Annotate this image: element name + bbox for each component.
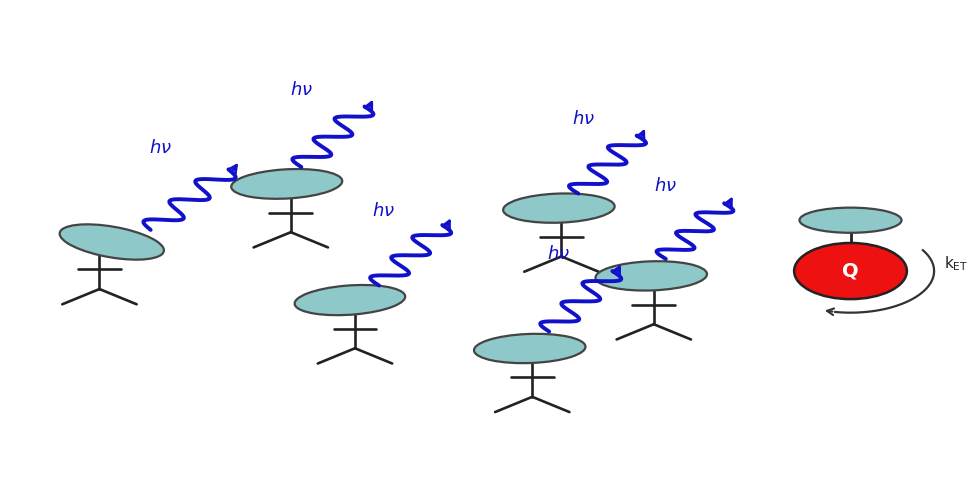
Ellipse shape (503, 194, 614, 223)
Ellipse shape (295, 285, 405, 315)
Text: $h\nu$: $h\nu$ (547, 245, 571, 263)
Ellipse shape (59, 225, 164, 259)
Text: $h\nu$: $h\nu$ (572, 109, 595, 128)
Ellipse shape (474, 334, 585, 363)
Text: $h\nu$: $h\nu$ (149, 138, 172, 157)
Text: Q: Q (842, 261, 859, 281)
Text: k$_{\mathregular{ET}}$: k$_{\mathregular{ET}}$ (944, 255, 968, 273)
Text: $h\nu$: $h\nu$ (290, 80, 313, 99)
Circle shape (794, 243, 907, 299)
Text: $h\nu$: $h\nu$ (654, 177, 677, 196)
Ellipse shape (596, 261, 707, 290)
Ellipse shape (799, 208, 902, 233)
Ellipse shape (231, 169, 342, 199)
Text: $h\nu$: $h\nu$ (372, 201, 396, 220)
